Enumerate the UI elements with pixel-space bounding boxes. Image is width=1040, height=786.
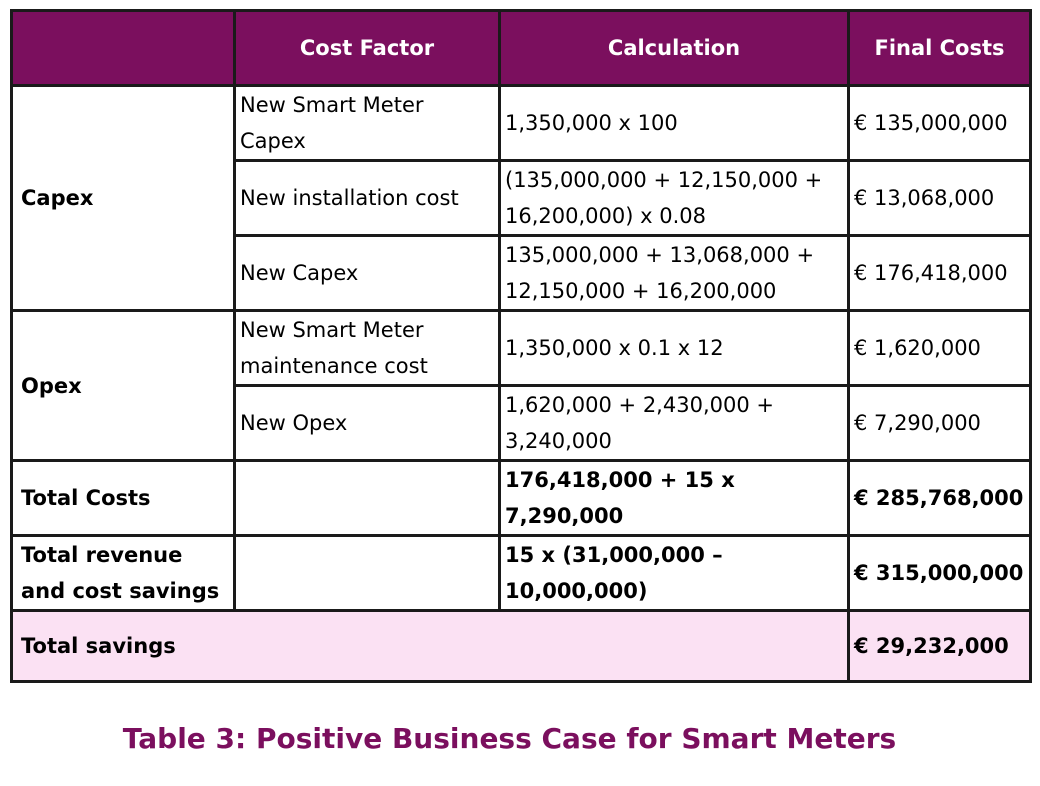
total-revenue-row: Total revenue and cost savings 15 x (31,… (10, 534, 1032, 612)
total-revenue-factor (233, 534, 501, 612)
table-row: Capex New Smart Meter Capex 1,350,000 x … (10, 84, 1032, 312)
calculation-cell: 1,620,000 + 2,430,000 + 3,240,000 (498, 384, 850, 462)
business-case-table: Cost Factor Calculation Final Costs Cape… (10, 9, 1032, 683)
cost-factor-cell: New installation cost (233, 159, 501, 237)
table-row: New Opex 1,620,000 + 2,430,000 + 3,240,0… (12, 384, 1032, 462)
header-cost-factor: Cost Factor (233, 9, 501, 87)
table-caption: Table 3: Positive Business Case for Smar… (122, 722, 897, 755)
total-savings-final: € 29,232,000 (847, 609, 1032, 683)
total-costs-row: Total Costs 176,418,000 + 15 x 7,290,000… (10, 459, 1032, 537)
final-cost-cell: € 1,620,000 (847, 309, 1032, 387)
header-final-costs: Final Costs (847, 9, 1032, 87)
final-cost-cell: € 176,418,000 (847, 234, 1032, 312)
header-calculation: Calculation (498, 9, 850, 87)
total-costs-factor (233, 459, 501, 537)
calculation-cell: 135,000,000 + 13,068,000 + 12,150,000 + … (498, 234, 850, 312)
table-row: Opex New Smart Meter maintenance cost 1,… (10, 309, 1032, 462)
total-costs-final: € 285,768,000 (847, 459, 1032, 537)
calculation-cell: (135,000,000 + 12,150,000 + 16,200,000) … (498, 159, 850, 237)
final-cost-cell: € 13,068,000 (847, 159, 1032, 237)
table-row: New installation cost (135,000,000 + 12,… (12, 159, 1032, 237)
table-row: New Capex 135,000,000 + 13,068,000 + 12,… (12, 234, 1032, 312)
cost-factor-cell: New Opex (233, 384, 501, 462)
final-cost-cell: € 7,290,000 (847, 384, 1032, 462)
business-case-table-container: Cost Factor Calculation Final Costs Cape… (10, 9, 1032, 683)
total-revenue-label: Total revenue and cost savings (10, 534, 236, 612)
header-empty (10, 9, 236, 87)
cost-factor-cell: New Capex (233, 234, 501, 312)
header-row: Cost Factor Calculation Final Costs (10, 9, 1032, 87)
opex-group-label: Opex (10, 309, 236, 462)
calculation-cell: 1,350,000 x 0.1 x 12 (498, 309, 850, 387)
total-costs-label: Total Costs (10, 459, 236, 537)
total-costs-calculation: 176,418,000 + 15 x 7,290,000 (498, 459, 850, 537)
total-savings-row: Total savings € 29,232,000 (10, 609, 1032, 683)
total-revenue-calculation: 15 x (31,000,000 – 10,000,000) (498, 534, 850, 612)
calculation-cell: 1,350,000 x 100 (498, 84, 850, 162)
cost-factor-cell: New Smart Meter maintenance cost (233, 309, 501, 387)
total-savings-label: Total savings (10, 609, 850, 683)
capex-group-label: Capex (10, 84, 236, 312)
total-revenue-final: € 315,000,000 (847, 534, 1032, 612)
final-cost-cell: € 135,000,000 (847, 84, 1032, 162)
cost-factor-cell: New Smart Meter Capex (233, 84, 501, 162)
